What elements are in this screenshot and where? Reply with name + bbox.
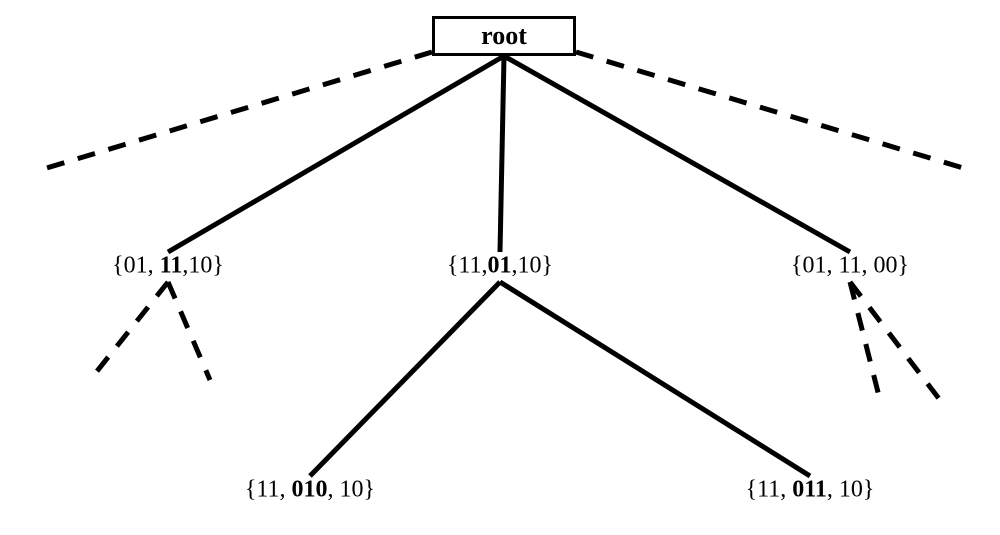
tree-diagram: { "type": "tree", "canvas": { "width": 1…: [0, 0, 1000, 535]
tree-edge: [850, 282, 880, 400]
node-leaf-right: {11, 011, 10}: [746, 477, 875, 504]
tree-edge: [168, 56, 504, 252]
node-middle: {11,01,10}: [447, 253, 553, 280]
root-node: root: [432, 16, 576, 56]
tree-edge: [504, 56, 850, 252]
tree-edge: [576, 52, 970, 170]
tree-edge: [168, 282, 210, 380]
tree-edge: [40, 52, 432, 170]
tree-edge: [850, 282, 940, 400]
node-right: {01, 11, 00}: [791, 253, 909, 280]
tree-edge: [500, 56, 504, 252]
tree-edge: [90, 282, 168, 380]
node-left: {01, 11,10}: [112, 253, 224, 280]
node-leaf-left: {11, 010, 10}: [245, 477, 375, 504]
tree-edge: [310, 282, 500, 476]
tree-edge: [500, 282, 810, 476]
root-label: root: [481, 21, 527, 50]
